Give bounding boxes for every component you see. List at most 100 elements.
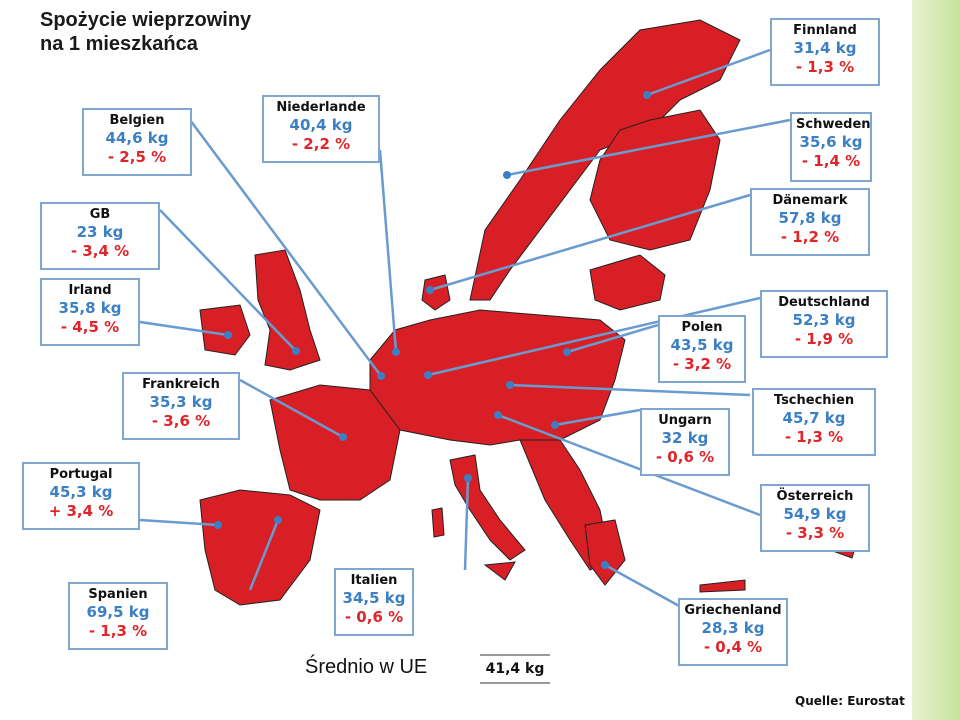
- decorative-side-stripe: [912, 0, 960, 720]
- dot-deutschland: [424, 371, 432, 379]
- leader-line-gb: [159, 209, 297, 352]
- country-name: Schweden: [796, 117, 871, 132]
- dot-italien: [464, 474, 472, 482]
- dot-niederlande: [392, 348, 400, 356]
- info-box-belgien: Belgien 44,6 kg - 2,5 %: [82, 108, 192, 176]
- info-box-daenemark: Dänemark 57,8 kg - 1,2 %: [750, 188, 870, 256]
- map-title: Spożycie wieprzowiny na 1 mieszkańca: [40, 8, 251, 56]
- change-pct: - 0,6 %: [344, 608, 404, 626]
- country-name: Irland: [68, 283, 112, 298]
- country-shape-griechenland: [584, 519, 626, 586]
- country-name: Polen: [681, 320, 723, 335]
- info-box-tschechien: Tschechien 45,7 kg - 1,3 %: [752, 388, 876, 456]
- country-shape-sardinia: [431, 507, 445, 538]
- leader-line-tschechien: [509, 383, 751, 397]
- info-box-ungarn: Ungarn 32 kg - 0,6 %: [640, 408, 730, 476]
- change-pct: - 1,3 %: [88, 622, 148, 640]
- dot-daenemark: [426, 286, 434, 294]
- consumption-kg: 69,5 kg: [86, 603, 150, 621]
- leader-line-frankreich: [239, 378, 344, 439]
- info-box-deutschland: Deutschland 52,3 kg - 1,9 %: [760, 290, 888, 358]
- change-pct: - 1,3 %: [784, 428, 844, 446]
- change-pct: + 3,4 %: [48, 502, 114, 520]
- country-name: Ungarn: [658, 413, 712, 428]
- leader-line-polen: [566, 323, 659, 354]
- consumption-kg: 28,3 kg: [701, 619, 765, 637]
- info-box-schweden: Schweden 35,6 kg - 1,4 %: [790, 112, 872, 182]
- country-name: Österreich: [776, 489, 854, 504]
- leader-line-italien: [463, 477, 470, 571]
- title-line-2: na 1 mieszkańca: [40, 33, 198, 55]
- info-box-griechenland: Griechenland 28,3 kg - 0,4 %: [678, 598, 788, 666]
- consumption-kg: 57,8 kg: [778, 209, 842, 227]
- leader-line-deutschland: [427, 296, 761, 377]
- change-pct: - 1,9 %: [794, 330, 854, 348]
- country-name: Frankreich: [142, 377, 220, 392]
- country-name: Niederlande: [276, 100, 366, 115]
- consumption-kg: 35,3 kg: [149, 393, 213, 411]
- info-box-polen: Polen 43,5 kg - 3,2 %: [658, 315, 746, 383]
- change-pct: - 3,4 %: [70, 242, 130, 260]
- info-box-niederlande: Niederlande 40,4 kg - 2,2 %: [262, 95, 380, 163]
- source-note: Quelle: Eurostat: [795, 694, 905, 708]
- country-shape-gb: [254, 249, 321, 371]
- leader-line-griechenland: [604, 563, 691, 614]
- country-shape-baltic: [589, 254, 666, 311]
- leader-line-irland: [139, 320, 229, 337]
- dot-finnland: [643, 91, 651, 99]
- dot-spanien: [274, 516, 282, 524]
- leader-lines: [139, 48, 791, 614]
- change-pct: - 3,2 %: [672, 355, 732, 373]
- title-line-1: Spożycie wieprzowiny: [40, 9, 252, 31]
- country-name: Tschechien: [773, 393, 855, 408]
- dot-portugal: [214, 521, 222, 529]
- consumption-kg: 40,4 kg: [289, 116, 353, 134]
- info-box-frankreich: Frankreich 35,3 kg - 3,6 %: [122, 372, 240, 440]
- consumption-kg: 45,3 kg: [49, 483, 113, 501]
- country-shape-iberia: [199, 489, 321, 606]
- consumption-kg: 32 kg: [661, 429, 709, 447]
- leader-dots: [214, 91, 651, 569]
- dot-irland: [224, 331, 232, 339]
- leader-line-ungarn: [554, 408, 641, 427]
- info-box-italien: Italien 34,5 kg - 0,6 %: [334, 568, 414, 636]
- leader-line-finnland: [646, 48, 771, 97]
- leader-line-belgien: [188, 119, 383, 377]
- change-pct: - 1,3 %: [795, 58, 855, 76]
- change-pct: - 1,4 %: [801, 152, 861, 170]
- dot-frankreich: [339, 433, 347, 441]
- average-value: 41,4 kg: [480, 654, 550, 684]
- country-name: GB: [89, 207, 111, 222]
- consumption-kg: 31,4 kg: [793, 39, 857, 57]
- country-shape-scandinavia: [469, 19, 741, 301]
- country-shape-central-europe: [369, 309, 626, 446]
- consumption-kg: 43,5 kg: [670, 336, 734, 354]
- country-name: Belgien: [109, 113, 165, 128]
- dot-schweden: [503, 171, 511, 179]
- info-box-oesterreich: Österreich 54,9 kg - 3,3 %: [760, 484, 870, 552]
- dot-gb: [292, 347, 300, 355]
- dot-oesterreich: [494, 411, 502, 419]
- consumption-kg: 44,6 kg: [105, 129, 169, 147]
- consumption-kg: 54,9 kg: [783, 505, 847, 523]
- country-shape-irland: [199, 304, 251, 356]
- country-name: Dänemark: [772, 193, 848, 208]
- info-box-spanien: Spanien 69,5 kg - 1,3 %: [68, 582, 168, 650]
- country-shape-crete: [699, 579, 746, 593]
- average-label: Średnio w UE: [305, 656, 428, 678]
- country-name: Finnland: [793, 23, 857, 38]
- leader-line-daenemark: [429, 193, 751, 292]
- leader-line-portugal: [139, 518, 219, 527]
- change-pct: - 3,6 %: [151, 412, 211, 430]
- change-pct: - 4,5 %: [60, 318, 120, 336]
- country-name: Italien: [350, 573, 398, 588]
- dot-polen: [563, 348, 571, 356]
- country-shape-italien: [449, 454, 526, 561]
- dot-belgien: [377, 372, 385, 380]
- change-pct: - 3,3 %: [785, 524, 845, 542]
- info-box-finnland: Finnland 31,4 kg - 1,3 %: [770, 18, 880, 86]
- country-shape-sicily: [483, 561, 516, 581]
- country-name: Deutschland: [778, 295, 870, 310]
- leader-line-oesterreich: [497, 413, 761, 517]
